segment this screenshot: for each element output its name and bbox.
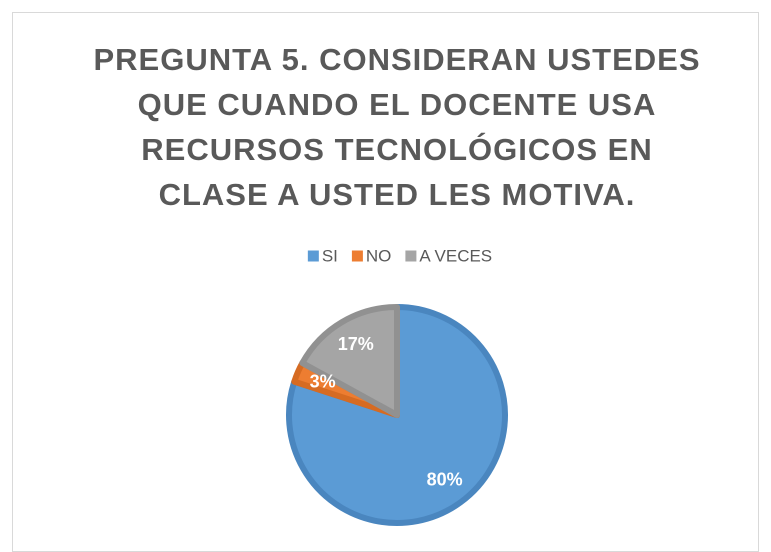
data-label: 80% bbox=[427, 469, 463, 489]
legend-swatch bbox=[405, 250, 417, 262]
data-label: 3% bbox=[310, 372, 336, 392]
legend-label: NO bbox=[366, 246, 392, 265]
legend-swatch bbox=[307, 250, 319, 262]
pie-slice bbox=[286, 304, 508, 526]
pie-slice bbox=[299, 304, 400, 418]
legend-swatch bbox=[351, 250, 363, 262]
legend-label: SI bbox=[322, 246, 338, 265]
chart-title: PREGUNTA 5. CONSIDERAN USTEDES QUE CUAND… bbox=[93, 42, 701, 212]
data-label: 17% bbox=[338, 334, 374, 354]
legend-label: A VECES bbox=[419, 246, 492, 265]
